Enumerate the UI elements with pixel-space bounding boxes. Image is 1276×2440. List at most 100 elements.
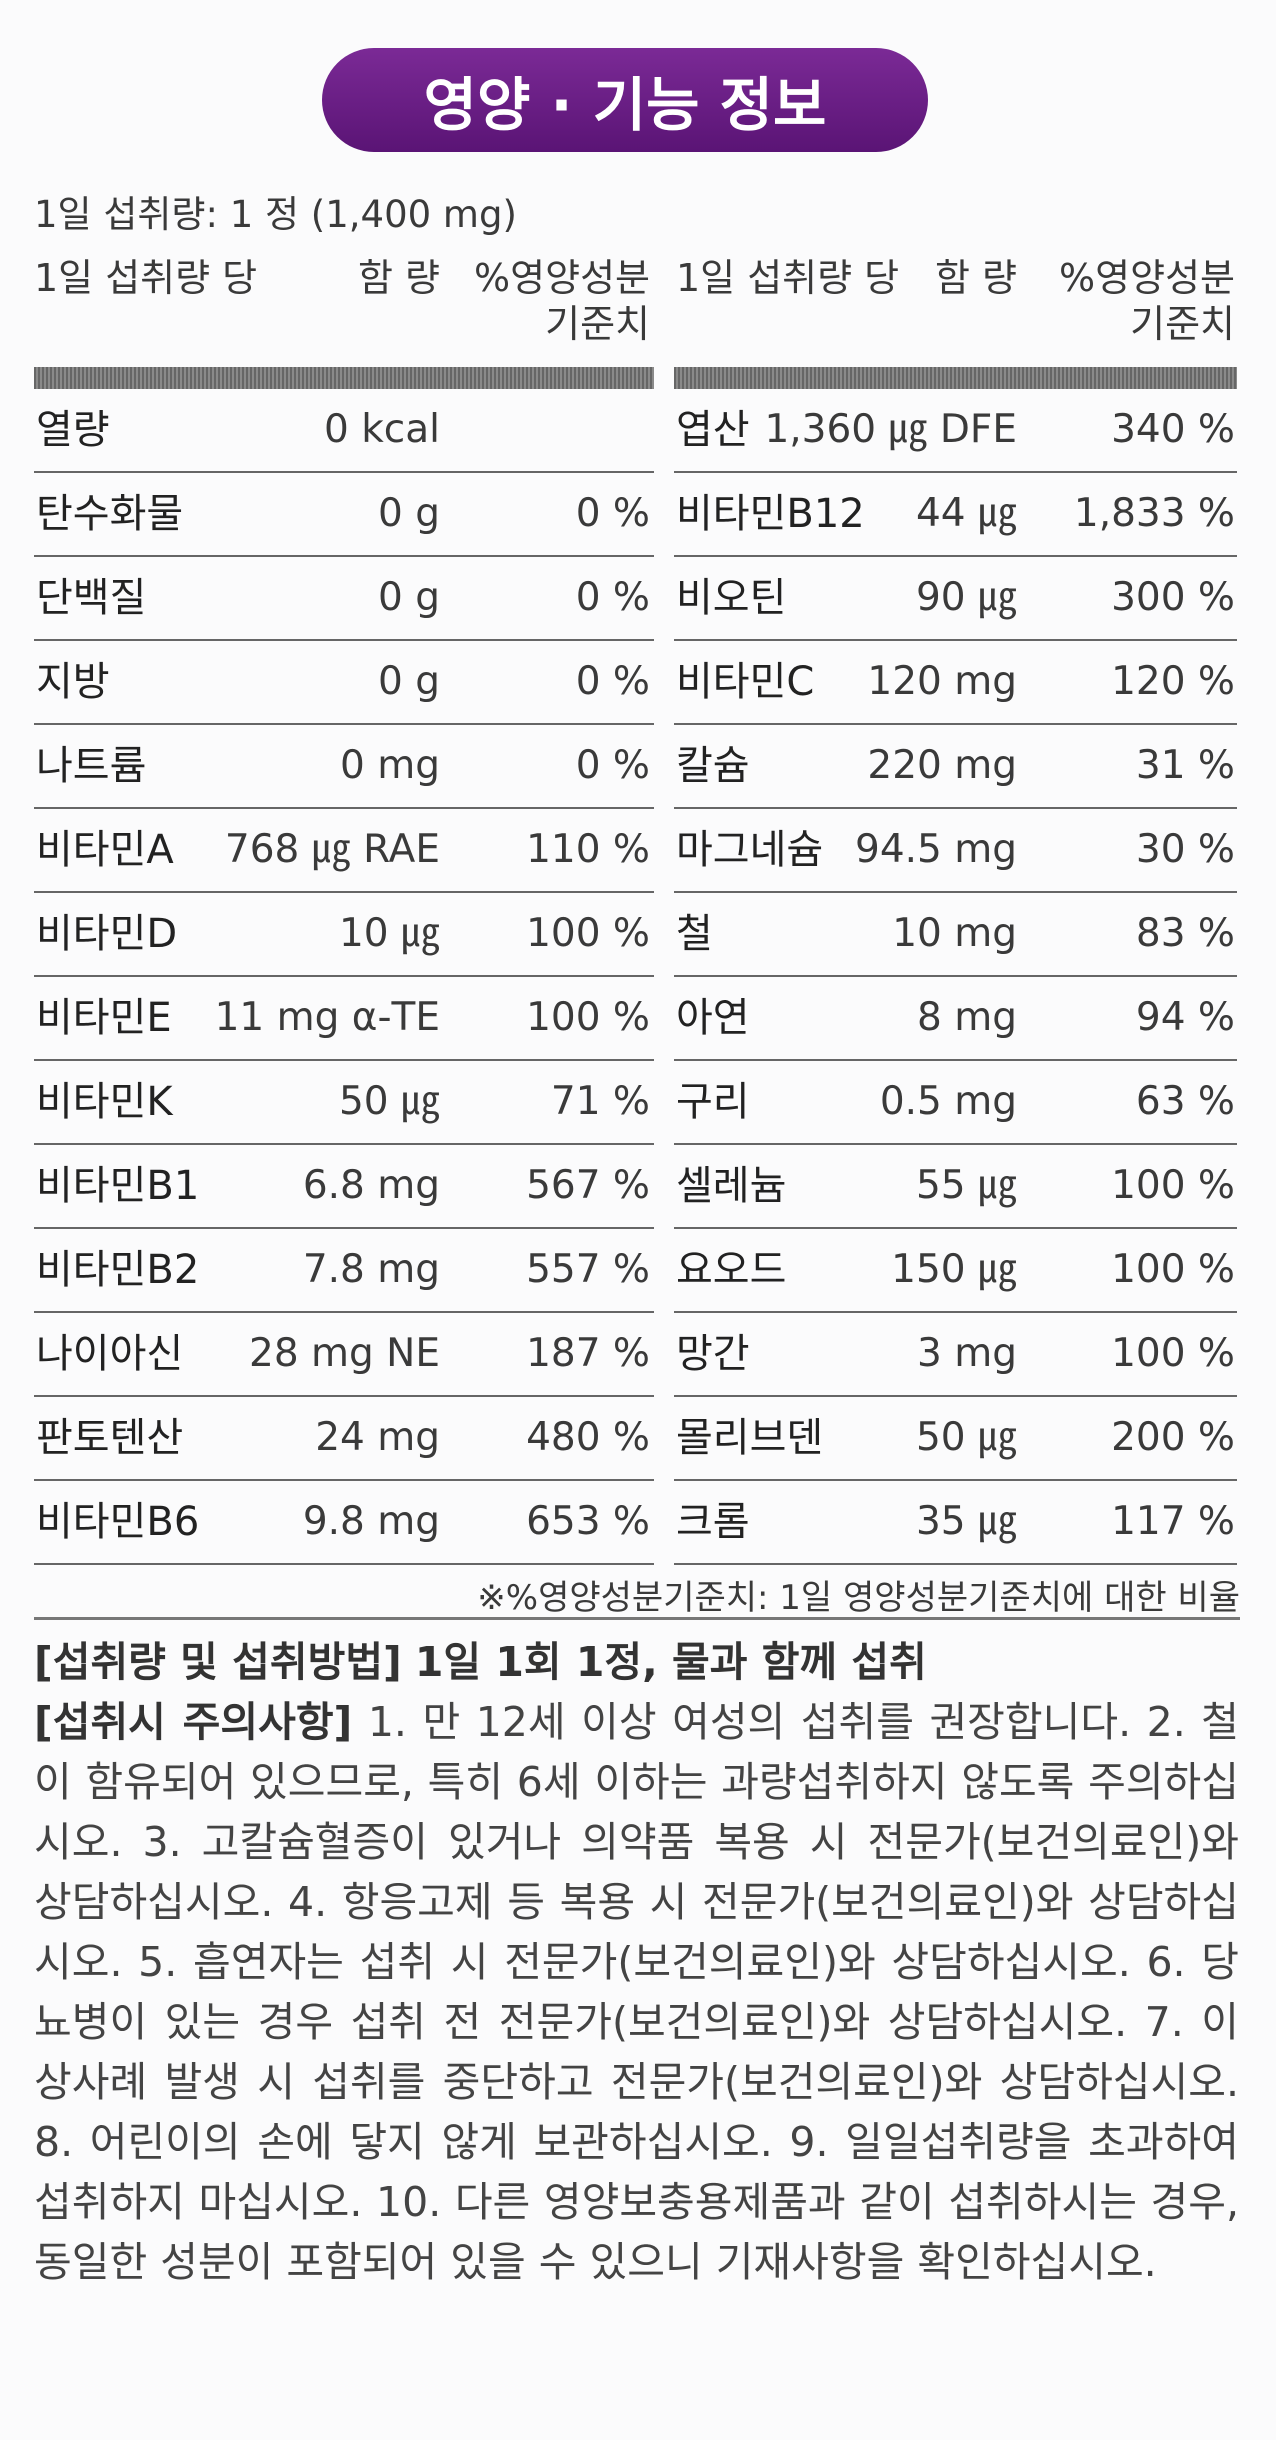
table-row: 나이아신 28 mg NE 187 % [34, 1313, 654, 1397]
nutrient-amount: 9.8 mg [302, 1499, 440, 1544]
header-dv: 기준치 [1130, 302, 1235, 346]
nutrient-dv: 30 % [1135, 827, 1235, 872]
nutrient-name: 요오드 [676, 1247, 787, 1293]
caution-text: 1. 만 12세 이상 여성의 섭취를 권장합니다. 2. 철이 함유되어 있으… [34, 1698, 1239, 2286]
nutrient-amount: 44 ㎍ [915, 491, 1017, 536]
nutrient-name: 판토텐산 [36, 1415, 184, 1461]
nutrient-dv: 1,833 % [1073, 491, 1235, 536]
table-row: 비타민E 11 mg α-TE 100 % [34, 977, 654, 1061]
serving-size: 1일 섭취량: 1 정 (1,400 mg) [34, 193, 517, 236]
nutrient-dv: 200 % [1111, 1415, 1235, 1460]
table-row: 비타민B12 44 ㎍ 1,833 % [674, 473, 1237, 557]
nutrient-name: 크롬 [676, 1499, 750, 1545]
table-row: 철 10 mg 83 % [674, 893, 1237, 977]
caution-label: [섭취시 주의사항] [34, 1698, 353, 1746]
nutrient-amount: 0 mg [340, 743, 440, 788]
nutrient-dv: 31 % [1135, 743, 1235, 788]
nutrient-dv: 110 % [526, 827, 650, 872]
nutrient-amount: 0 g [378, 659, 440, 704]
table-row: 판토텐산 24 mg 480 % [34, 1397, 654, 1481]
nutrient-dv: 653 % [526, 1499, 650, 1544]
nutrient-name: 단백질 [36, 575, 147, 621]
nutrient-amount: 0 g [378, 491, 440, 536]
nutrient-dv: 100 % [526, 995, 650, 1040]
header-dv: %영양성분 [474, 256, 650, 300]
title: 영양 · 기능 정보 [322, 48, 928, 152]
nutrient-dv: 0 % [575, 575, 650, 620]
nutrient-dv: 100 % [526, 911, 650, 956]
nutrient-name: 망간 [676, 1331, 750, 1377]
table-row: 망간 3 mg 100 % [674, 1313, 1237, 1397]
table-row: 엽산 1,360 ㎍ DFE 340 % [674, 389, 1237, 473]
table-row: 나트륨 0 mg 0 % [34, 725, 654, 809]
table-row: 비타민A 768 ㎍ RAE 110 % [34, 809, 654, 893]
nutrient-amount: 220 mg [867, 743, 1017, 788]
nutrient-name: 비타민B2 [36, 1247, 200, 1293]
table-row: 마그네슘 94.5 mg 30 % [674, 809, 1237, 893]
footnote: ※%영양성분기준치: 1일 영양성분기준치에 대한 비율 [477, 1578, 1240, 1618]
nutrient-amount: 8 mg [917, 995, 1017, 1040]
nutrient-dv: 480 % [526, 1415, 650, 1460]
nutrient-amount: 120 mg [867, 659, 1017, 704]
divider [34, 1617, 1240, 1620]
nutrient-dv: 0 % [575, 743, 650, 788]
table-row: 비타민C 120 mg 120 % [674, 641, 1237, 725]
nutrient-amount: 90 ㎍ [915, 575, 1017, 620]
table-row: 단백질 0 g 0 % [34, 557, 654, 641]
header-amount: 함 량 [358, 256, 440, 300]
nutrient-dv: 187 % [526, 1331, 650, 1376]
nutrient-amount: 3 mg [917, 1331, 1017, 1376]
nutrient-dv: 0 % [575, 659, 650, 704]
table-row: 셀레늄 55 ㎍ 100 % [674, 1145, 1237, 1229]
nutrient-dv: 63 % [1135, 1079, 1235, 1124]
header-bar [34, 367, 654, 389]
nutrient-name: 탄수화물 [36, 491, 184, 537]
nutrient-amount: 28 mg NE [249, 1331, 440, 1376]
nutrient-dv: 100 % [1111, 1331, 1235, 1376]
nutrient-name: 마그네슘 [676, 827, 824, 873]
nutrient-name: 아연 [676, 995, 750, 1041]
nutrient-amount: 0.5 mg [879, 1079, 1017, 1124]
table-row: 비오틴 90 ㎍ 300 % [674, 557, 1237, 641]
nutrient-dv: 71 % [550, 1079, 650, 1124]
intake-label: [섭취량 및 섭취방법] [34, 1638, 402, 1686]
nutrient-dv: 100 % [1111, 1247, 1235, 1292]
table-row: 아연 8 mg 94 % [674, 977, 1237, 1061]
table-row: 요오드 150 ㎍ 100 % [674, 1229, 1237, 1313]
nutrient-name: 나트륨 [36, 743, 147, 789]
nutrient-name: 셀레늄 [676, 1163, 787, 1209]
nutrient-amount: 10 mg [892, 911, 1017, 956]
nutrient-dv: 567 % [526, 1163, 650, 1208]
nutrient-amount: 150 ㎍ [891, 1247, 1017, 1292]
nutrient-dv: 117 % [1111, 1499, 1235, 1544]
intake-paragraph: [섭취량 및 섭취방법] 1일 1회 1정, 물과 함께 섭취 [34, 1632, 1239, 1692]
nutrient-amount: 0 kcal [324, 407, 440, 452]
nutrient-name: 지방 [36, 659, 110, 705]
nutrient-dv: 0 % [575, 491, 650, 536]
header-dv: 기준치 [545, 302, 650, 346]
nutrient-dv: 94 % [1135, 995, 1235, 1040]
nutrient-name: 몰리브덴 [676, 1415, 824, 1461]
nutrient-amount: 6.8 mg [302, 1163, 440, 1208]
nutrient-name: 철 [676, 911, 713, 957]
table-row: 지방 0 g 0 % [34, 641, 654, 725]
nutrient-name: 나이아신 [36, 1331, 184, 1377]
nutrient-name: 비타민B12 [676, 491, 865, 537]
nutrient-amount: 24 mg [315, 1415, 440, 1460]
nutrient-amount: 94.5 mg [855, 827, 1017, 872]
nutrient-name: 비타민E [36, 995, 172, 1041]
table-row: 열량 0 kcal [34, 389, 654, 473]
nutrient-name: 비타민B6 [36, 1499, 200, 1545]
nutrient-name: 열량 [36, 407, 110, 453]
table-row: 크롬 35 ㎍ 117 % [674, 1481, 1237, 1565]
nutrient-amount: 1,360 ㎍ DFE [764, 407, 1017, 452]
nutrient-dv: 83 % [1135, 911, 1235, 956]
nutrient-name: 구리 [676, 1079, 750, 1125]
caution-paragraph: [섭취시 주의사항] 1. 만 12세 이상 여성의 섭취를 권장합니다. 2.… [34, 1692, 1239, 2292]
table-row: 비타민B2 7.8 mg 557 % [34, 1229, 654, 1313]
nutrient-amount: 0 g [378, 575, 440, 620]
nutrient-name: 칼슘 [676, 743, 750, 789]
nutrient-dv: 340 % [1111, 407, 1235, 452]
nutrient-dv: 300 % [1111, 575, 1235, 620]
